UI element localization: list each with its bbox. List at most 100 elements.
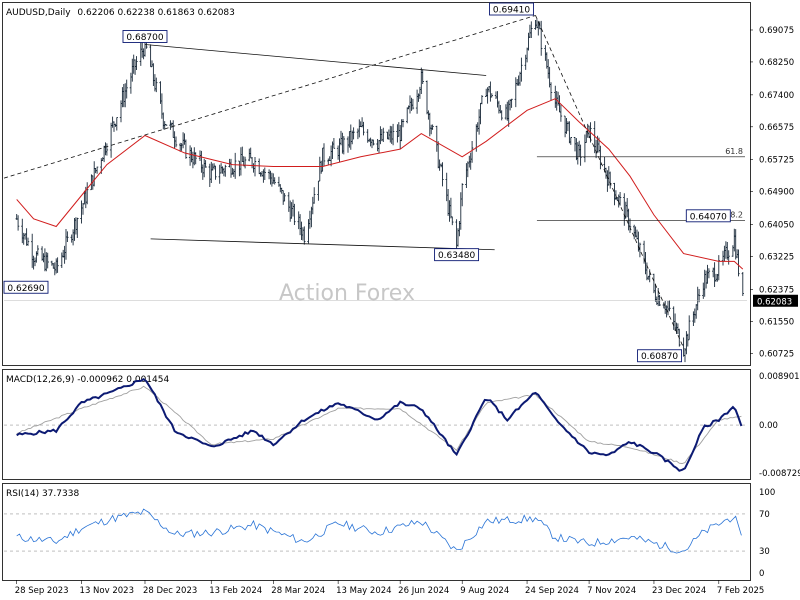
price-bar [229, 158, 233, 178]
price-bar [731, 245, 735, 257]
x-tick-label: 13 Nov 2023 [80, 586, 134, 596]
price-bar [310, 206, 313, 228]
price-bar [451, 216, 454, 226]
price-bar [21, 218, 24, 244]
price-bar [702, 282, 705, 299]
price-bar [735, 249, 739, 259]
price-bar [86, 182, 89, 205]
price-bar [573, 137, 577, 152]
price-label: 0.64070 [690, 212, 727, 222]
price-bar [121, 87, 124, 108]
price-bar [578, 140, 581, 157]
price-bar [528, 24, 532, 38]
price-bar [396, 124, 399, 143]
price-bar [93, 161, 96, 187]
price-bar [239, 147, 243, 176]
price-label: 0.69410 [493, 6, 530, 16]
price-bar [317, 180, 320, 201]
price-bar [445, 172, 448, 202]
x-tick-label: 13 Feb 2024 [209, 586, 262, 596]
price-label: 0.63480 [438, 251, 475, 261]
price-bar [320, 160, 323, 174]
price-bar [231, 167, 234, 175]
price-bar [545, 52, 548, 69]
macd-y-tick-label: -0.008729 [759, 469, 800, 479]
price-bar [510, 98, 513, 108]
price-label: 0.60870 [641, 352, 678, 362]
price-bar [489, 81, 492, 102]
price-bar [530, 21, 533, 38]
price-bar [382, 127, 385, 142]
price-bar [672, 306, 675, 330]
price-label-box [637, 349, 683, 363]
price-panel-title: AUDUSD,Daily 0.62206 0.62238 0.61863 0.6… [6, 8, 235, 18]
price-bar [200, 150, 203, 173]
price-bar [55, 258, 58, 274]
price-bar [180, 143, 183, 151]
price-bar [446, 189, 450, 216]
x-tick-label: 7 Feb 2025 [717, 586, 765, 596]
price-bar [270, 172, 274, 187]
price-bar [219, 163, 223, 174]
price-y-tick-label: 0.64050 [759, 221, 794, 231]
rsi-line [16, 508, 742, 554]
price-y-tick-label: 0.62375 [759, 285, 794, 295]
macd-plot [4, 377, 747, 472]
price-bar [301, 227, 305, 241]
price-bar [376, 139, 379, 152]
price-bar [224, 164, 227, 177]
price-bar [241, 146, 244, 162]
price-bar [267, 169, 271, 180]
x-tick-label: 24 Sep 2024 [525, 586, 579, 596]
price-label-box [685, 209, 731, 223]
macd-line [16, 377, 743, 472]
price-bar [599, 145, 602, 170]
price-y-tick-label: 0.69075 [759, 26, 794, 36]
price-bar [356, 128, 360, 140]
price-bar [150, 60, 154, 68]
price-bar [132, 54, 135, 74]
current-price-box [753, 294, 798, 307]
price-bar [420, 67, 423, 94]
price-panel-frame [2, 2, 751, 366]
price-bar [707, 268, 711, 279]
price-bar [64, 229, 68, 260]
fibonacci-label: 61.8 [725, 147, 743, 156]
price-y-tick-label: 0.67400 [759, 91, 794, 101]
price-bar [508, 99, 512, 111]
price-bar [31, 233, 34, 268]
price-bar [682, 337, 685, 357]
price-bar [66, 231, 69, 242]
current-price-label: 0.62083 [757, 297, 792, 307]
price-bar [389, 125, 392, 143]
price-bar [40, 246, 44, 261]
price-bar [476, 122, 479, 132]
price-bar [50, 260, 54, 266]
price-bar [45, 252, 48, 272]
price-bar [159, 81, 162, 104]
macd-panel-title: MACD(12,26,9) -0.000962 0.001454 [6, 375, 169, 385]
price-bar [638, 242, 642, 258]
price-bar [303, 226, 306, 245]
price-bar [201, 164, 204, 180]
price-bar [95, 166, 99, 174]
price-bar [262, 169, 265, 183]
price-bar [565, 118, 568, 134]
price-bar [33, 257, 37, 267]
price-bar [112, 121, 116, 132]
price-y-tick-label: 0.65725 [759, 156, 794, 166]
price-bar [42, 253, 45, 263]
price-bar [726, 242, 729, 260]
price-bar [652, 273, 656, 294]
price-bar [115, 117, 118, 131]
price-label: 0.62690 [7, 284, 44, 294]
price-bar [594, 139, 598, 159]
price-bar [142, 48, 145, 60]
price-bar [214, 165, 217, 180]
price-bar [362, 121, 365, 136]
price-bar [668, 300, 671, 312]
symbol-label: AUDUSD,Daily [6, 8, 71, 18]
price-bar [352, 127, 355, 140]
price-bar [418, 86, 422, 99]
